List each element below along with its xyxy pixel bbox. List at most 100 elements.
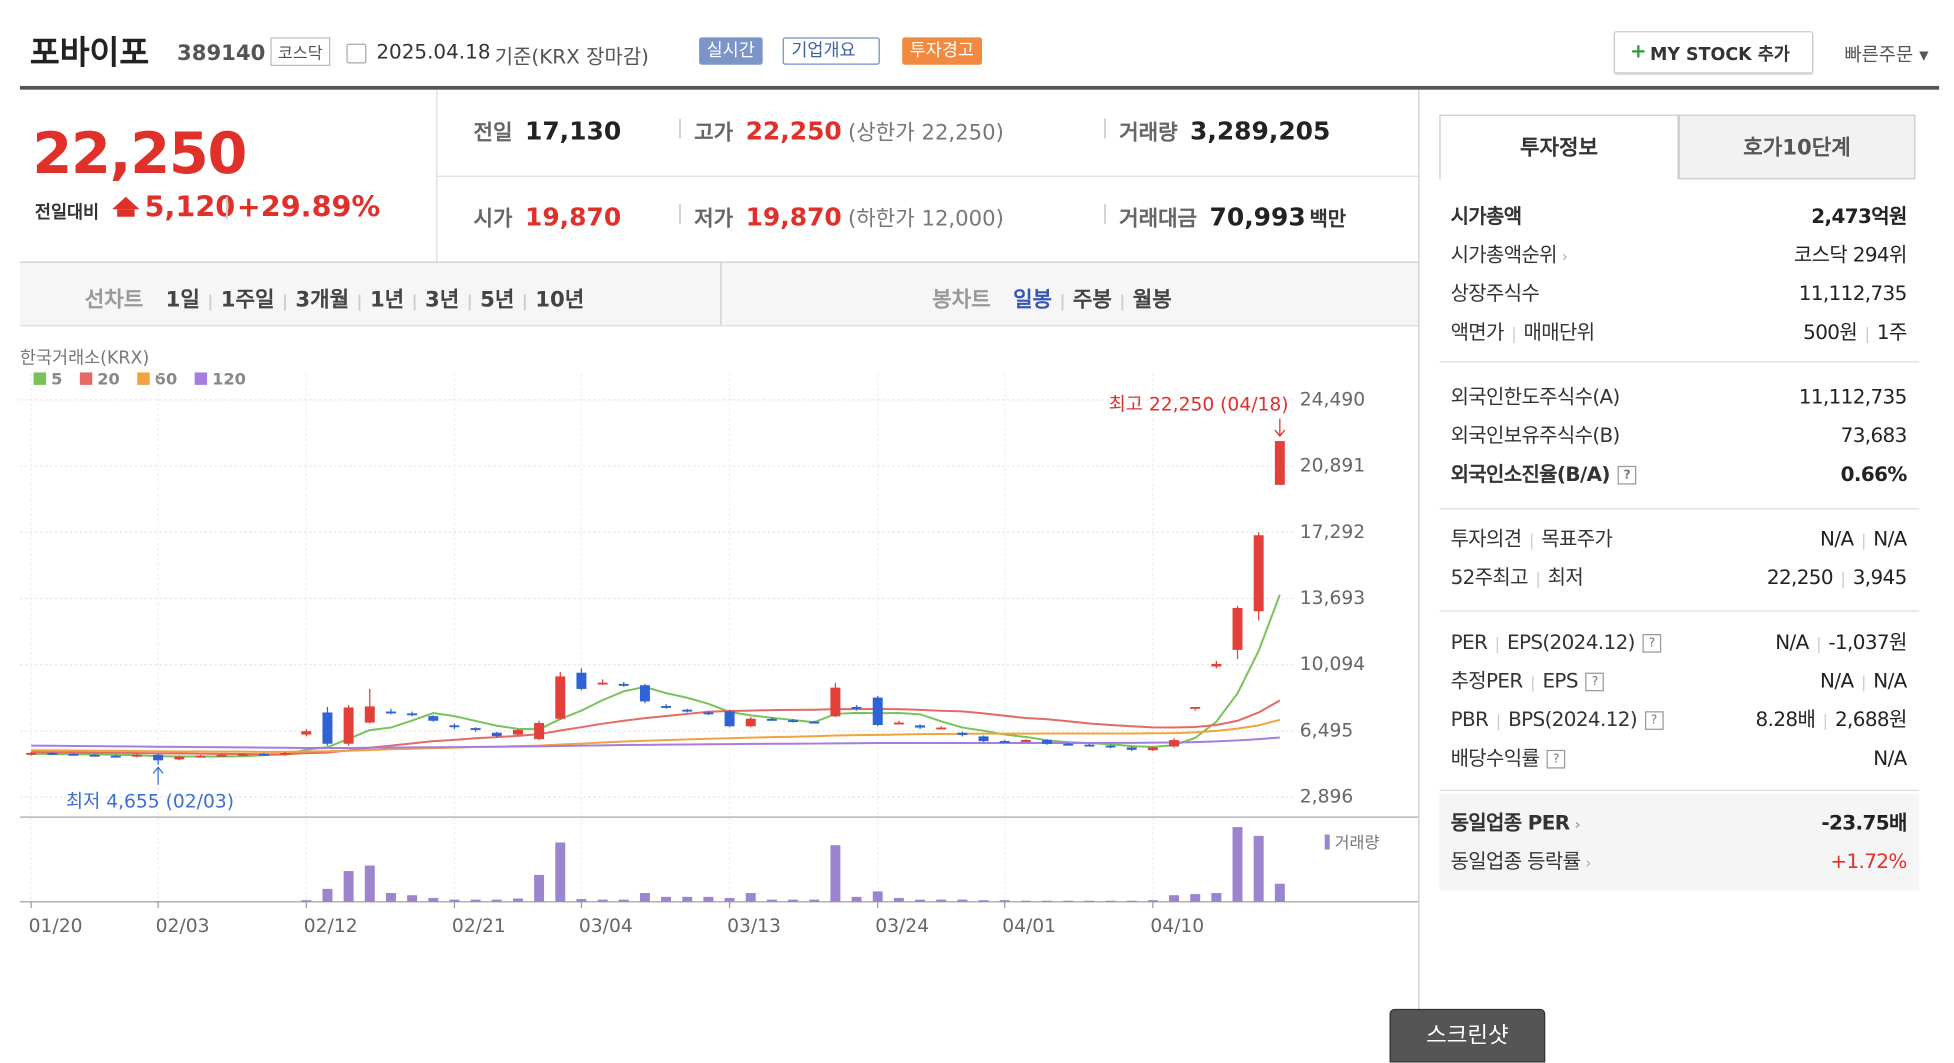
info-label: 동일업종 PER›	[1451, 803, 1580, 844]
candle-body	[1233, 608, 1243, 650]
volume-bar	[513, 899, 523, 902]
high-arrow	[1275, 419, 1285, 436]
candle-body	[619, 684, 629, 686]
value-text: 코스닥 294위	[1794, 243, 1907, 267]
high-annotation: 최고 22,250 (04/18)	[1109, 394, 1289, 415]
info-label: 외국인한도주식수(A)	[1451, 377, 1620, 416]
volume-bar	[979, 900, 989, 902]
volume-bar	[661, 897, 671, 902]
separator: |	[1529, 532, 1534, 551]
help-icon[interactable]: ?	[1585, 673, 1604, 692]
info-value: N/A	[1873, 739, 1906, 778]
info-label: 외국인소진율(B/A)?	[1451, 455, 1637, 494]
label-text: EPS	[1542, 669, 1577, 693]
x-tick-label: 02/21	[452, 916, 506, 937]
volume-bar	[1127, 901, 1137, 902]
candle-body	[1275, 441, 1285, 485]
info-label: 동일업종 등락률›	[1451, 842, 1591, 883]
group-rule	[1439, 361, 1919, 362]
candle-body	[894, 723, 904, 725]
candle-body	[111, 756, 121, 758]
candle-body	[1084, 745, 1094, 747]
legend-swatch	[137, 372, 149, 384]
volume-legend-swatch	[1325, 835, 1330, 850]
label-text: 액면가	[1451, 320, 1504, 344]
candle-body	[47, 753, 57, 755]
separator: |	[1861, 674, 1866, 693]
volume-bar	[301, 900, 311, 902]
info-row: 동일업종 등락률›+1.72%	[1451, 842, 1907, 881]
help-icon[interactable]: ?	[1644, 711, 1663, 730]
legend-swatch	[34, 372, 46, 384]
info-label: 투자의견|목표주가	[1451, 519, 1613, 560]
candle-body	[301, 731, 311, 734]
volume-bar	[428, 898, 438, 902]
legend-swatch	[80, 372, 92, 384]
value-text: N/A	[1820, 669, 1853, 693]
candle-body	[555, 676, 565, 718]
label-text: 동일업종 PER	[1451, 811, 1570, 835]
candle-body	[259, 754, 269, 756]
screenshot-button[interactable]: 스크린샷	[1390, 1009, 1546, 1063]
volume-bar	[555, 842, 565, 901]
candle-body	[746, 719, 756, 727]
volume-bar	[386, 893, 396, 902]
side-tab[interactable]: 투자정보	[1439, 115, 1678, 180]
value-text: 11,112,735	[1799, 385, 1907, 409]
info-value: N/A|N/A	[1820, 519, 1907, 560]
volume-bar	[1169, 895, 1179, 902]
volume-bar	[1190, 894, 1200, 902]
volume-bar	[407, 895, 417, 902]
info-label: 52주최고|최저	[1451, 558, 1584, 599]
candle-body	[1127, 747, 1137, 749]
candle-body	[365, 706, 375, 722]
quick-order[interactable]: 빠른주문 ▾	[1844, 41, 1928, 67]
side-tab[interactable]: 호가10단계	[1679, 115, 1916, 180]
help-icon[interactable]: ?	[1642, 634, 1661, 653]
volume-bar	[809, 900, 819, 902]
value-text: 2,688원	[1835, 708, 1907, 732]
label-text: 매매단위	[1524, 320, 1595, 344]
label-text: 목표주가	[1541, 527, 1612, 551]
legend-label: 120	[212, 369, 246, 388]
volume-bar	[894, 898, 904, 902]
help-icon[interactable]: ?	[1617, 466, 1636, 485]
info-value: 22,250|3,945	[1767, 558, 1907, 599]
candle-body	[873, 698, 883, 725]
info-value: 11,112,735	[1799, 377, 1907, 416]
link-arrow: ›	[1585, 854, 1590, 871]
info-value: 0.66%	[1841, 455, 1907, 494]
volume-bar	[598, 900, 608, 902]
my-stock-label: MY STOCK 추가	[1650, 41, 1790, 66]
label-text: 외국인보유주식수(B)	[1451, 424, 1620, 448]
separator: |	[1865, 325, 1870, 344]
link-arrow: ›	[1562, 248, 1567, 265]
volume-bar	[830, 845, 840, 902]
y-tick-label: 2,896	[1300, 787, 1353, 808]
y-tick-label: 6,495	[1300, 720, 1353, 741]
candle-body	[915, 725, 925, 727]
label-text: 52주최고	[1451, 566, 1528, 590]
candle-body	[1042, 740, 1052, 744]
candle-body	[153, 755, 163, 761]
value-text: N/A	[1820, 527, 1853, 551]
volume-bar	[873, 891, 883, 901]
candle-body	[1063, 744, 1073, 746]
help-icon[interactable]: ?	[1547, 750, 1566, 769]
candle-body	[809, 722, 819, 724]
candle-body	[68, 754, 78, 756]
volume-bar	[1106, 901, 1116, 902]
my-stock-button[interactable]: + MY STOCK 추가	[1614, 31, 1813, 73]
value-text: N/A	[1873, 527, 1906, 551]
candle-body	[640, 685, 650, 701]
info-label: 시가총액	[1451, 197, 1522, 236]
value-text: 11,112,735	[1799, 282, 1907, 306]
volume-bar	[1021, 901, 1031, 902]
volume-bar	[471, 900, 481, 902]
candle-body	[1021, 740, 1031, 742]
